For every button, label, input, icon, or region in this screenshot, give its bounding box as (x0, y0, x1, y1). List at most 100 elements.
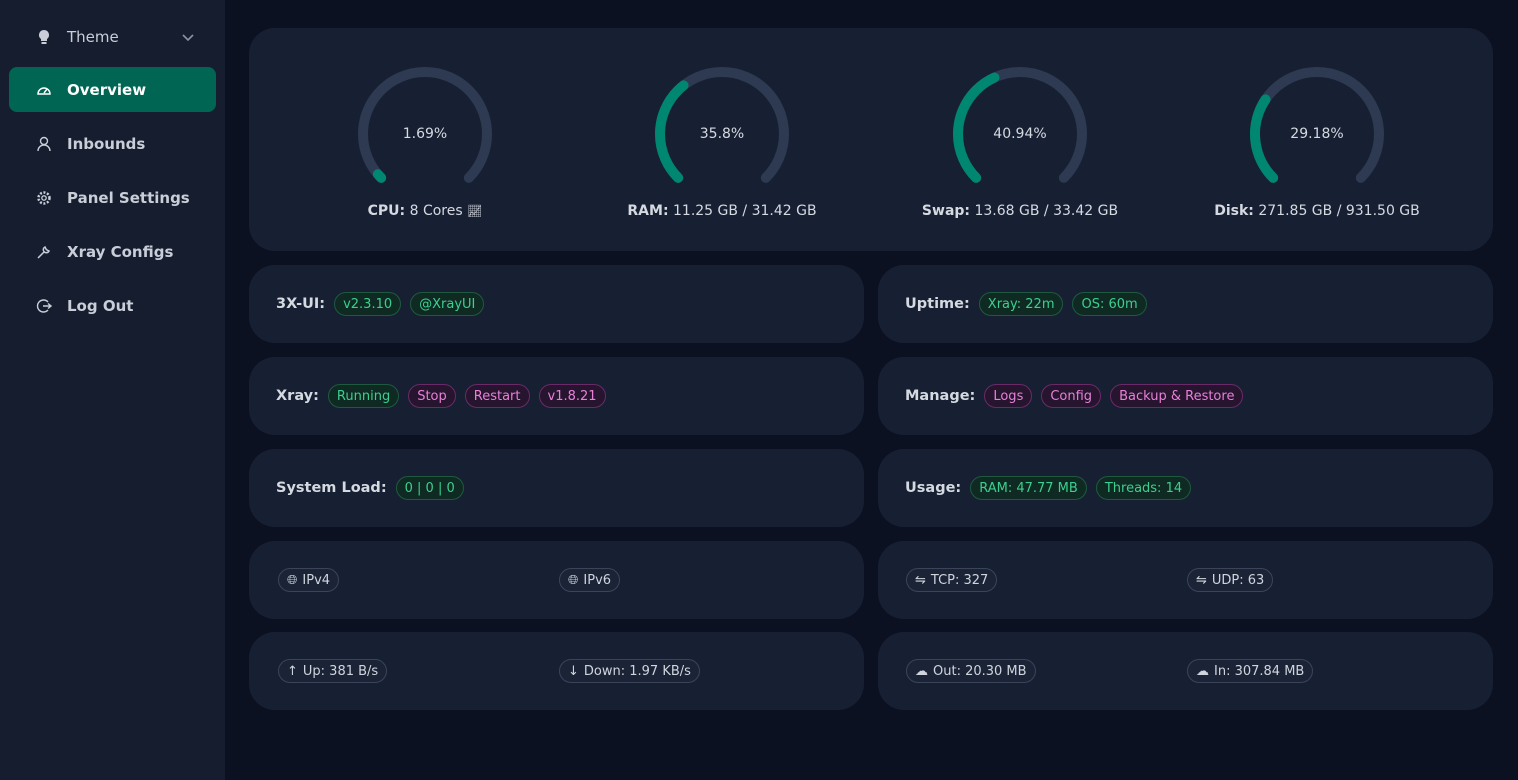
gauge-label: Disk: 271.85 GB / 931.50 GB (1167, 203, 1467, 219)
manage-label: Manage: (905, 388, 976, 404)
connections-card: ⇋ TCP: 327 ⇋ UDP: 63 (878, 541, 1493, 619)
gauge-label: Swap: 13.68 GB / 33.42 GB (870, 203, 1170, 219)
swap-arrows-icon: ⇋ (915, 572, 926, 588)
sidebar-item-inbounds[interactable]: Inbounds (9, 121, 216, 166)
gauge-value: 40.94% (993, 126, 1047, 142)
disk-gauge: 29.18% Disk: 271.85 GB / 931.50 GB (1167, 64, 1467, 219)
sidebar-item-label: Overview (67, 80, 147, 99)
channel-link-tag[interactable]: @XrayUI (410, 292, 485, 316)
tcp-tag: ⇋ TCP: 327 (906, 568, 998, 592)
traffic-out-label: Out: 20.30 MB (933, 663, 1027, 679)
sidebar-item-label: Theme (67, 27, 119, 46)
usage-card: Usage: RAM: 47.77 MB Threads: 14 (878, 449, 1493, 527)
gear-icon (36, 190, 52, 206)
ram-gauge: 35.8% RAM: 11.25 GB / 31.42 GB (572, 64, 872, 219)
xray-uptime-tag: Xray: 22m (978, 292, 1064, 316)
gauge-value: 29.18% (1290, 126, 1344, 142)
xray-card: Xray: Running Stop Restart v1.8.21 (249, 357, 864, 435)
gauge-track (358, 67, 492, 183)
gauge-label-title: RAM: (627, 203, 669, 219)
wrench-icon (36, 244, 52, 260)
gauge-label-title: CPU: (367, 203, 406, 219)
sidebar-item-theme[interactable]: Theme (9, 14, 216, 59)
bulb-icon (36, 29, 52, 45)
system-load-card: System Load: 0 | 0 | 0 (249, 449, 864, 527)
restart-button[interactable]: Restart (464, 384, 530, 408)
xray-label: Xray: (276, 388, 319, 404)
gauge-label: RAM: 11.25 GB / 31.42 GB (572, 203, 872, 219)
gauge-label: CPU: 8 Cores 📈︎ (275, 203, 575, 219)
app-version-tag: v2.3.10 (334, 292, 402, 316)
gauge-fill (1250, 67, 1384, 183)
gauge-label-detail: 8 Cores (409, 203, 463, 219)
cloud-upload-icon: ☁︎ (915, 663, 928, 679)
gauges-card: 1.69% CPU: 8 Cores 📈︎ 35.8% RAM: 11.25 G… (249, 28, 1493, 251)
upload-speed-tag: ↑ Up: 381 B/s (278, 659, 388, 683)
sidebar-item-label: Inbounds (67, 134, 146, 153)
xray-version-button[interactable]: v1.8.21 (538, 384, 606, 408)
ip-card: 🌐︎ IPv4 🌐︎ IPv6 (249, 541, 864, 619)
udp-tag: ⇋ UDP: 63 (1187, 568, 1274, 592)
usage-label: Usage: (905, 480, 962, 496)
traffic-out-tag: ☁︎ Out: 20.30 MB (906, 659, 1036, 683)
threads-tag: Threads: 14 (1095, 476, 1192, 500)
uptime-card: Uptime: Xray: 22m OS: 60m (878, 265, 1493, 343)
app-label: 3X-UI: (276, 296, 326, 312)
upload-label: Up: 381 B/s (302, 663, 379, 679)
gauge-label-detail: 11.25 GB / 31.42 GB (673, 203, 817, 219)
user-icon (36, 136, 52, 152)
gauge-label-detail: 271.85 GB / 931.50 GB (1258, 203, 1420, 219)
sidebar-item-panel-settings[interactable]: Panel Settings (9, 175, 216, 220)
sidebar-item-xray-configs[interactable]: Xray Configs (9, 229, 216, 274)
ipv4-button[interactable]: 🌐︎ IPv4 (278, 568, 340, 592)
gauge-label-title: Disk: (1214, 203, 1254, 219)
swap-arrows-icon: ⇋ (1196, 572, 1207, 588)
cloud-download-icon: ☁︎ (1196, 663, 1209, 679)
app-info-card: 3X-UI: v2.3.10 @XrayUI (249, 265, 864, 343)
ram-usage-tag: RAM: 47.77 MB (970, 476, 1087, 500)
sidebar-item-log-out[interactable]: Log Out (9, 283, 216, 328)
logs-button[interactable]: Logs (984, 384, 1033, 408)
gauge-label-title: Swap: (921, 203, 971, 219)
system-load-label: System Load: (276, 480, 387, 496)
tcp-label: TCP: 327 (930, 572, 989, 588)
system-load-tag: 0 | 0 | 0 (395, 476, 464, 500)
cpu-gauge: 1.69% CPU: 8 Cores 📈︎ (275, 64, 575, 219)
speed-card: ↑ Up: 381 B/s ↓ Down: 1.97 KB/s (249, 632, 864, 710)
gauge-value: 35.8% (699, 126, 745, 142)
sidebar-item-overview[interactable]: Overview (9, 67, 216, 112)
arrow-down-icon: ↓ (568, 663, 579, 679)
gauge-fill (953, 67, 1087, 183)
download-label: Down: 1.97 KB/s (583, 663, 691, 679)
download-speed-tag: ↓ Down: 1.97 KB/s (559, 659, 700, 683)
chevron-down-icon[interactable] (182, 28, 194, 46)
gauge-label-detail: 13.68 GB / 33.42 GB (974, 203, 1119, 219)
manage-card: Manage: Logs Config Backup & Restore (878, 357, 1493, 435)
xray-status-tag: Running (327, 384, 400, 408)
config-button[interactable]: Config (1041, 384, 1102, 408)
arrow-up-icon: ↑ (287, 663, 298, 679)
gauge-fill (655, 67, 789, 183)
sidebar-item-label: Log Out (67, 296, 134, 315)
os-uptime-tag: OS: 60m (1072, 292, 1147, 316)
traffic-in-tag: ☁︎ In: 307.84 MB (1187, 659, 1314, 683)
ipv4-label: IPv4 (302, 572, 331, 588)
globe-icon: 🌐︎ (287, 572, 298, 588)
uptime-label: Uptime: (905, 296, 970, 312)
udp-label: UDP: 63 (1211, 572, 1265, 588)
stop-button[interactable]: Stop (408, 384, 456, 408)
traffic-in-label: In: 307.84 MB (1214, 663, 1305, 679)
swap-gauge: 40.94% Swap: 13.68 GB / 33.42 GB (870, 64, 1170, 219)
traffic-card: ☁︎ Out: 20.30 MB ☁︎ In: 307.84 MB (878, 632, 1493, 710)
sidebar-item-label: Panel Settings (67, 188, 190, 207)
dashboard-icon (36, 82, 52, 98)
backup-restore-button[interactable]: Backup & Restore (1110, 384, 1244, 408)
gauge-track (1250, 67, 1384, 183)
globe-icon: 🌐︎ (568, 572, 579, 588)
ipv6-button[interactable]: 🌐︎ IPv6 (559, 568, 621, 592)
sidebar: Theme Overview Inbounds Panel Settings X… (0, 0, 225, 780)
gauge-value: 1.69% (402, 126, 448, 142)
chart-icon[interactable]: 📈︎ (467, 204, 483, 218)
ipv6-label: IPv6 (583, 572, 612, 588)
sidebar-item-label: Xray Configs (67, 242, 174, 261)
